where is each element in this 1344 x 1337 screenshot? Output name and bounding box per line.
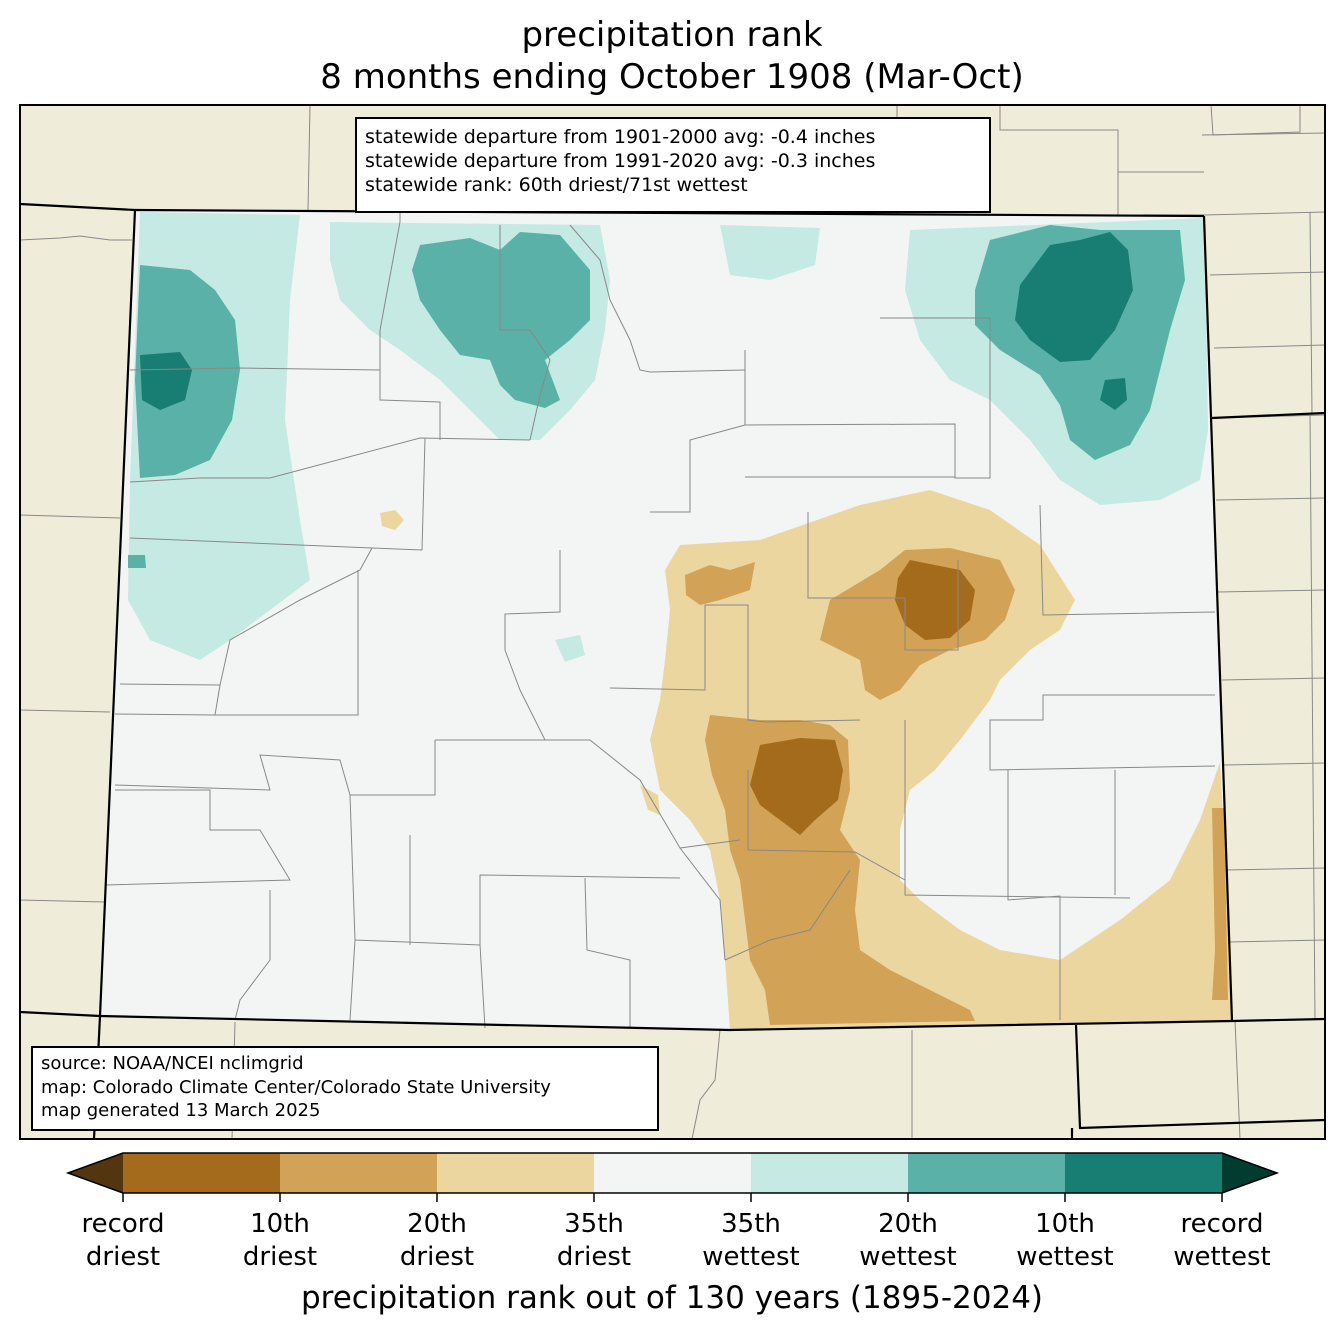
- tick-label-rank: 35th: [721, 1209, 781, 1239]
- tick-label-direction: driest: [242, 1242, 318, 1272]
- colorbar-tick-label: record wettest: [1142, 1208, 1302, 1274]
- tick-label-direction: driest: [399, 1242, 475, 1272]
- stats-line-rank: statewide rank: 60th driest/71st wettest: [365, 174, 748, 196]
- colorbar-tick-label: 20th wettest: [828, 1208, 988, 1274]
- map-subtitle: 8 months ending October 1908 (Mar-Oct): [320, 57, 1024, 97]
- colorado-base: [100, 210, 1232, 1030]
- source-line: source: NOAA/NCEI nclimgrid: [41, 1053, 304, 1074]
- tick-label-direction: driest: [556, 1242, 632, 1272]
- generated-date-line: map generated 13 March 2025: [41, 1100, 321, 1121]
- tick-label-direction: wettest: [1173, 1242, 1271, 1272]
- colorbar-segment: [751, 1153, 909, 1193]
- colorbar-tick-label: 35th wettest: [671, 1208, 831, 1274]
- tick-label-rank: 20th: [878, 1209, 938, 1239]
- tick-label-direction: wettest: [702, 1242, 800, 1272]
- colorbar-extend-low: [68, 1153, 123, 1193]
- stats-line-1901-2000: statewide departure from 1901-2000 avg: …: [365, 126, 876, 148]
- tick-label-direction: wettest: [859, 1242, 957, 1272]
- colorbar-segment: [594, 1153, 752, 1193]
- tick-label-rank: 20th: [407, 1209, 467, 1239]
- tick-label-rank: record: [81, 1209, 165, 1239]
- stats-line-1991-2020: statewide departure from 1991-2020 avg: …: [365, 150, 876, 172]
- colorbar-segment: [280, 1153, 438, 1193]
- county-lines: [104, 212, 1216, 1029]
- map-frame: [19, 104, 1326, 1140]
- colorbar-segment: [1065, 1153, 1223, 1193]
- wet-regions: [128, 212, 1208, 662]
- colorbar-segment: [123, 1153, 281, 1193]
- colorbar-segment: [437, 1153, 595, 1193]
- tick-label-rank: 10th: [1035, 1209, 1095, 1239]
- colorbar-label: precipitation rank out of 130 years (189…: [300, 1280, 1044, 1316]
- colorbar-tick-label: 35th driest: [514, 1208, 674, 1274]
- map-credit-line: map: Colorado Climate Center/Colorado St…: [41, 1076, 551, 1098]
- colorbar-extend-high: [1222, 1153, 1277, 1193]
- map-title: precipitation rank: [521, 15, 823, 55]
- tick-label-rank: 10th: [250, 1209, 310, 1239]
- source-box: source: NOAA/NCEI nclimgrid map: Colorad…: [31, 1046, 659, 1131]
- tick-label-direction: wettest: [1016, 1242, 1114, 1272]
- colorbar-segment: [908, 1153, 1066, 1193]
- colorbar-tick-label: 10th driest: [200, 1208, 360, 1274]
- state-borders: [19, 202, 1326, 1140]
- tick-label-rank: record: [1180, 1209, 1264, 1239]
- colorbar-tick-label: record driest: [43, 1208, 203, 1274]
- colorbar-tick-label: 20th driest: [357, 1208, 517, 1274]
- tick-label-rank: 35th: [564, 1209, 624, 1239]
- dry-regions: [380, 490, 1232, 1030]
- statewide-stats-box: statewide departure from 1901-2000 avg: …: [355, 117, 991, 213]
- colorbar: [65, 1152, 1280, 1202]
- tick-label-direction: driest: [85, 1242, 161, 1272]
- colorbar-tick-label: 10th wettest: [985, 1208, 1145, 1274]
